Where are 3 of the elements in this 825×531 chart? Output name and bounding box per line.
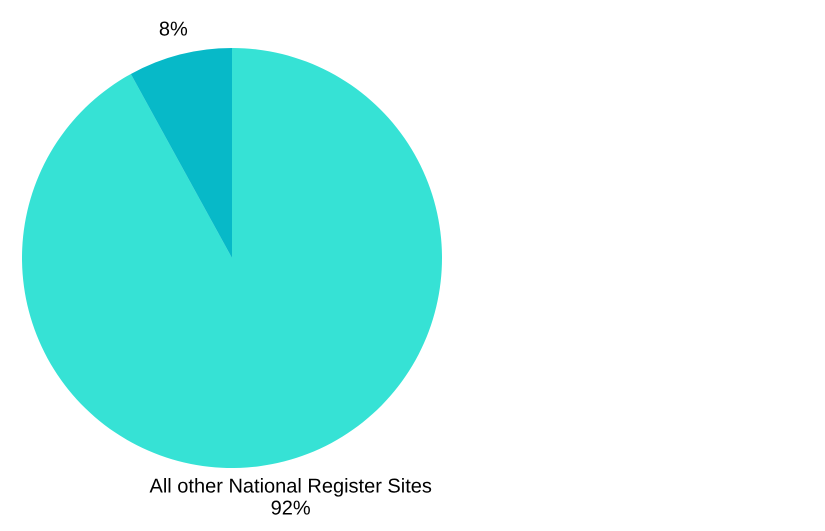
slice-label: All other National Register Sites: [150, 476, 432, 498]
data-label: 8%: [158, 18, 188, 40]
data-label: 92%: [270, 498, 311, 520]
